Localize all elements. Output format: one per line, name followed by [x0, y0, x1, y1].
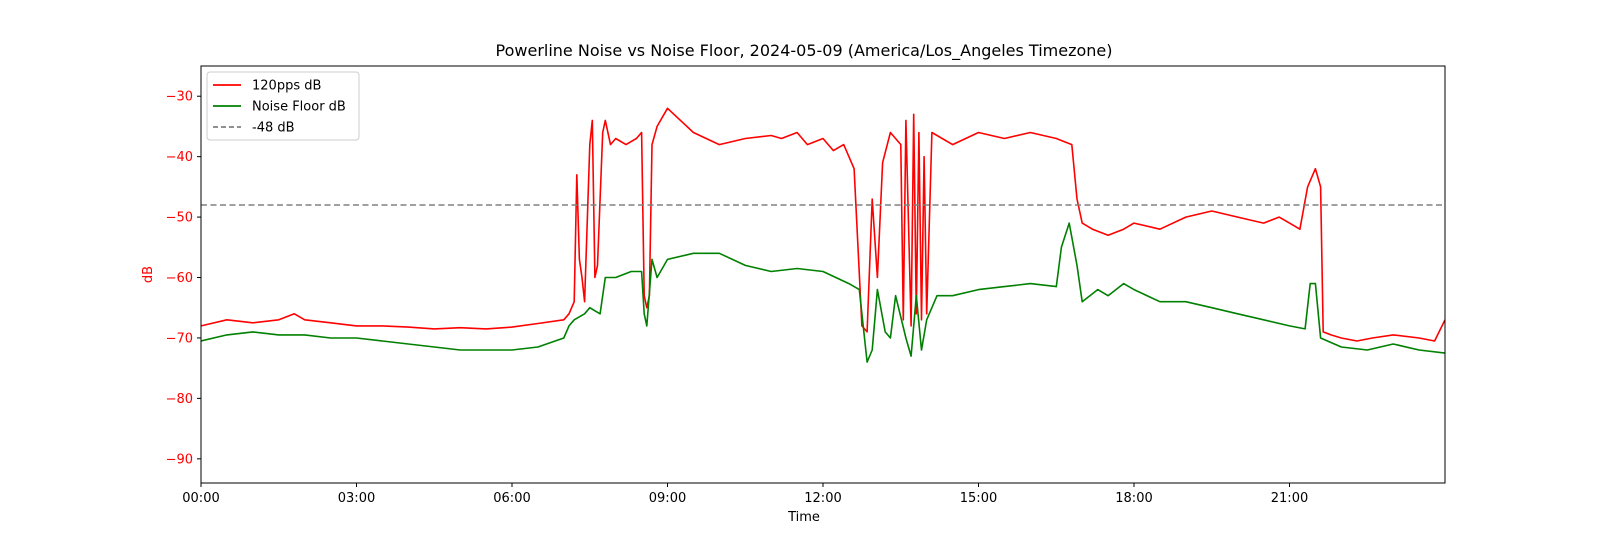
x-tick-label: 15:00: [960, 491, 997, 506]
y-tick-label: −40: [166, 150, 193, 165]
legend-box: [206, 71, 360, 141]
legend-label-1: 120pps dB: [252, 79, 321, 94]
series-line-2: [201, 222, 1445, 363]
x-tick-label: 06:00: [493, 491, 530, 506]
x-tick-label: 03:00: [338, 491, 375, 506]
x-tick-label: 12:00: [804, 491, 841, 506]
x-axis-title: Time: [787, 510, 820, 525]
y-tick-label: −50: [166, 211, 193, 226]
legend-label-3: -48 dB: [252, 121, 295, 136]
series-group: [201, 107, 1445, 363]
series-line-1: [201, 107, 1445, 342]
plot-frame: [200, 65, 1446, 484]
x-tick-label: 00:00: [182, 491, 219, 506]
y-tick-label: −90: [166, 452, 193, 467]
legend-label-2: Noise Floor dB: [252, 100, 346, 115]
y-tick-label: −80: [166, 392, 193, 407]
x-tick-label: 09:00: [649, 491, 686, 506]
plot-area: 00:00 03:00 06:00 09:00 12:00 15:00 18:00 21:00…: [166, 65, 1446, 506]
legend: 120pps dB Noise Floor dB -48 dB: [206, 71, 360, 141]
y-tick-label: −60: [166, 271, 193, 286]
y-tick-label: −70: [166, 331, 193, 346]
x-tick-label: 18:00: [1115, 491, 1152, 506]
y-tick-label: −30: [166, 90, 193, 105]
x-tick-label: 21:00: [1271, 491, 1308, 506]
y-axis-title: dB: [141, 266, 156, 283]
chart-title: Powerline Noise vs Noise Floor, 2024-05-…: [496, 41, 1113, 61]
